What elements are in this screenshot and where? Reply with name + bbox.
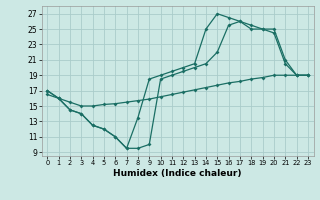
X-axis label: Humidex (Indice chaleur): Humidex (Indice chaleur) (113, 169, 242, 178)
